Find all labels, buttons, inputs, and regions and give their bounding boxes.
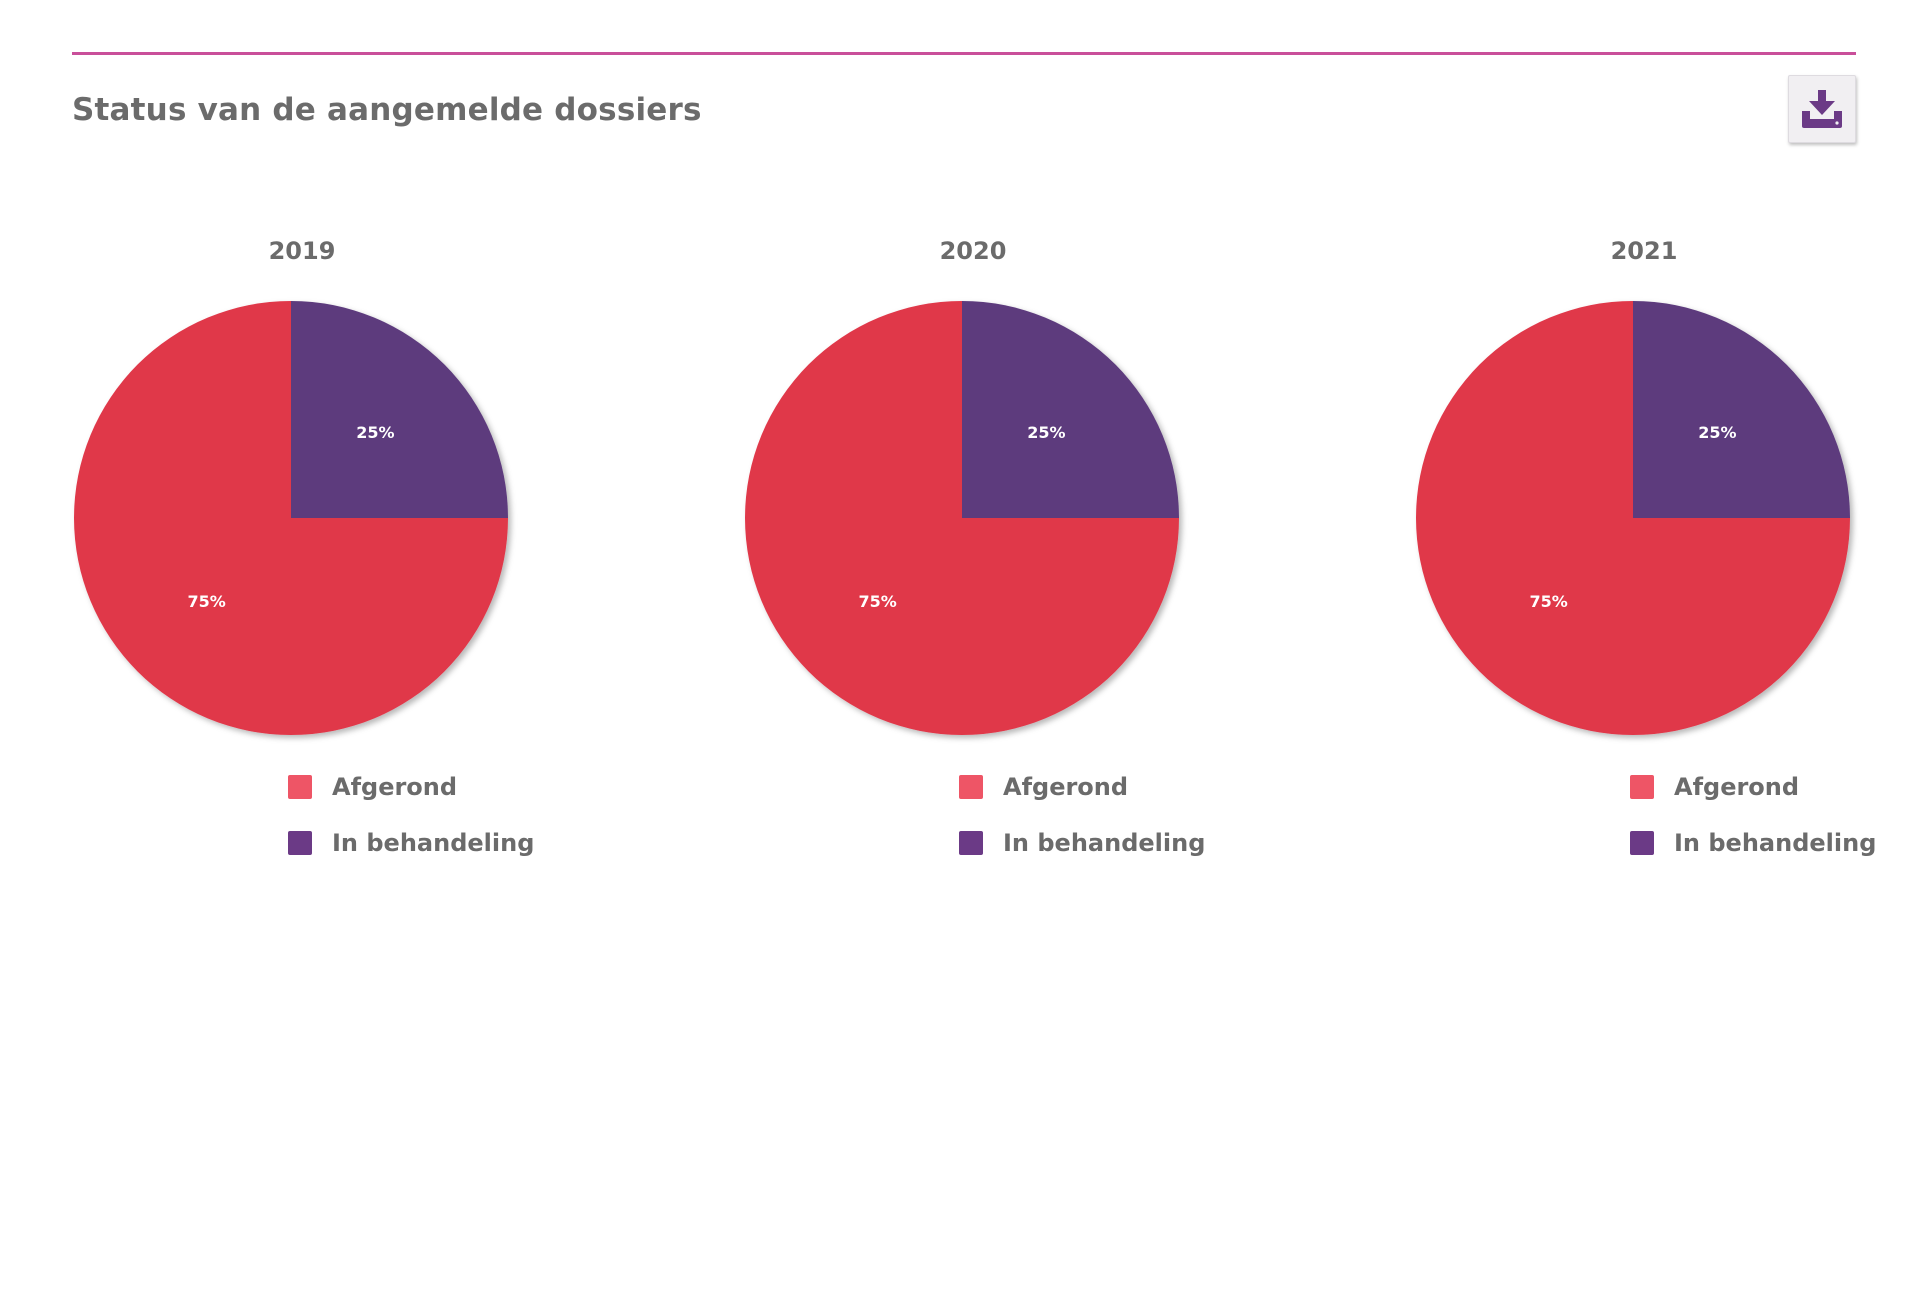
legend-item-in-behandeling[interactable]: In behandeling	[288, 828, 534, 858]
legend-item-afgerond[interactable]: Afgerond	[959, 772, 1128, 802]
pie-slice-in-behandeling[interactable]	[962, 301, 1179, 518]
slice-value-label: 75%	[1529, 592, 1567, 611]
page-title: Status van de aangemelde dossiers	[72, 92, 702, 128]
chart-title: 2019	[268, 237, 336, 265]
pie-plot: 25% 75%	[1416, 301, 1850, 735]
legend-label: Afgerond	[1003, 773, 1129, 801]
legend-label: In behandeling	[1674, 829, 1877, 857]
pie-plot: 25% 75%	[745, 301, 1179, 735]
download-tray-icon	[1802, 90, 1842, 128]
legend-swatch-afgerond	[288, 775, 312, 799]
slice-value-label: 25%	[1027, 423, 1065, 442]
slice-value-label: 25%	[1698, 423, 1736, 442]
legend-swatch-afgerond	[959, 775, 983, 799]
pie-slice-in-behandeling[interactable]	[291, 301, 508, 518]
slice-value-label: 75%	[858, 592, 896, 611]
pie-slices	[1416, 301, 1850, 735]
pie-slice-afgerond[interactable]	[74, 301, 508, 735]
pie-plot: 25% 75%	[74, 301, 508, 735]
legend-label: Afgerond	[332, 773, 458, 801]
legend-item-in-behandeling[interactable]: In behandeling	[1630, 828, 1876, 858]
top-accent-rule	[72, 52, 1856, 55]
pie-chart-2019: 2019 25% 75% Afgerond In behandeling	[72, 225, 534, 885]
pie-slices	[745, 301, 1179, 735]
pie-chart-2020: 2020 25% 75% Afgerond In behandeling	[743, 225, 1205, 885]
slice-value-label: 75%	[187, 592, 225, 611]
pie-slice-afgerond[interactable]	[745, 301, 1179, 735]
legend-swatch-in-behandeling	[288, 831, 312, 855]
legend-label: In behandeling	[332, 829, 535, 857]
chart-title: 2021	[1610, 237, 1678, 265]
pie-chart-2021: 2021 25% 75% Afgerond In behandeling	[1414, 225, 1876, 885]
legend-item-afgerond[interactable]: Afgerond	[288, 772, 457, 802]
legend-item-in-behandeling[interactable]: In behandeling	[959, 828, 1205, 858]
legend-label: In behandeling	[1003, 829, 1206, 857]
pie-slice-afgerond[interactable]	[1416, 301, 1850, 735]
legend-swatch-in-behandeling	[959, 831, 983, 855]
pie-slices	[74, 301, 508, 735]
legend-swatch-in-behandeling	[1630, 831, 1654, 855]
legend-label: Afgerond	[1674, 773, 1800, 801]
legend-item-afgerond[interactable]: Afgerond	[1630, 772, 1799, 802]
chart-title: 2020	[939, 237, 1007, 265]
legend-swatch-afgerond	[1630, 775, 1654, 799]
slice-value-label: 25%	[356, 423, 394, 442]
download-button[interactable]	[1788, 75, 1856, 143]
pie-slice-in-behandeling[interactable]	[1633, 301, 1850, 518]
